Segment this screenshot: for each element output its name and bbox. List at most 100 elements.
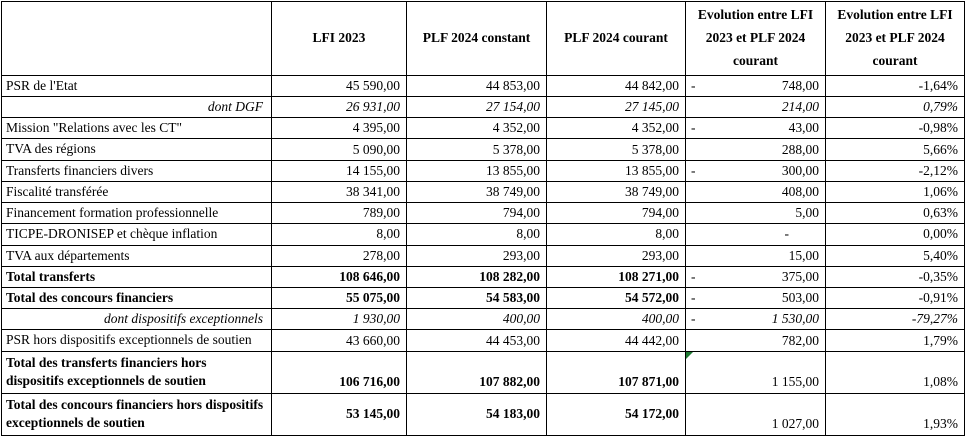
evolution-value-cell: 15,00: [685, 244, 826, 267]
row-label: Transferts financiers divers: [1, 159, 272, 182]
evolution-pct-cell: 0,79%: [825, 96, 965, 119]
evolution-value-cell: -: [685, 223, 826, 246]
evolution-value: 15,00: [788, 247, 819, 263]
plf-2024-courant-cell: 400,00: [546, 308, 686, 331]
plf-2024-constant-cell: 107 882,00: [406, 350, 547, 394]
evolution-value-cell: - 300,00: [685, 159, 826, 182]
plf-2024-constant-cell: 293,00: [406, 244, 547, 267]
lfi-2023-cell: 14 155,00: [271, 159, 407, 182]
evolution-value: 375,00: [781, 268, 819, 284]
table-row: Total des concours financiers 55 075,00 54…: [1, 286, 965, 310]
lfi-2023-cell: 45 590,00: [271, 74, 407, 98]
table-header: LFI 2023 PLF 2024 constant PLF 2024 cour…: [1, 1, 965, 76]
row-label: Financement formation professionnelle: [1, 202, 272, 225]
row-label: dont dispositifs exceptionnels: [1, 308, 272, 331]
evolution-pct-cell: 1,93%: [825, 392, 965, 436]
plf-2024-constant-cell: 400,00: [406, 308, 547, 331]
row-label: PSR hors dispositifs exceptionnels de so…: [1, 329, 272, 352]
evolution-pct-cell: -0,91%: [825, 286, 965, 310]
evolution-value: 1 027,00: [771, 415, 819, 431]
plf-2024-courant-cell: 107 871,00: [546, 350, 686, 394]
evolution-value-cell: 5,00: [685, 202, 826, 225]
evolution-value: 300,00: [781, 162, 819, 178]
evolution-pct-cell: 0,00%: [825, 223, 965, 246]
evolution-value: 748,00: [781, 77, 819, 93]
evolution-value-cell: 288,00: [685, 138, 826, 161]
evolution-pct-cell: -0,35%: [825, 265, 965, 289]
negative-sign: -: [691, 120, 696, 136]
lfi-2023-cell: 38 341,00: [271, 180, 407, 204]
row-label: TICPE-DRONISEP et chèque inflation: [1, 223, 272, 246]
plf-2024-courant-cell: 44 442,00: [546, 329, 686, 352]
col-header-evolution-pct: Evolution entre LFI 2023 et PLF 2024 cou…: [825, 1, 965, 76]
table-row: Total transferts 108 646,00 108 282,00 108 …: [1, 265, 965, 289]
row-label: Total des transferts financiers hors dis…: [1, 350, 272, 394]
plf-2024-constant-cell: 44 853,00: [406, 74, 547, 98]
plf-2024-courant-cell: 13 855,00: [546, 159, 686, 182]
plf-2024-courant-cell: 27 145,00: [546, 96, 686, 119]
row-label: Total des concours financiers hors dispo…: [1, 392, 272, 436]
row-label: PSR de l'Etat: [1, 74, 272, 98]
table-row: Transferts financiers divers 14 155,00 13 …: [1, 159, 965, 182]
lfi-2023-cell: 106 716,00: [271, 350, 407, 394]
plf-2024-courant-cell: 293,00: [546, 244, 686, 267]
evolution-value-cell: 1 027,00: [685, 392, 826, 436]
table-row: Fiscalité transférée 38 341,00 38 749,00 38…: [1, 180, 965, 204]
evolution-value: 782,00: [781, 332, 819, 348]
evolution-pct-cell: -1,64%: [825, 74, 965, 98]
plf-2024-courant-cell: 54 572,00: [546, 286, 686, 310]
col-header-rowlabels: [1, 1, 272, 76]
table-row: Total des concours financiers hors dispo…: [1, 392, 965, 436]
plf-2024-constant-cell: 13 855,00: [406, 159, 547, 182]
plf-2024-constant-cell: 44 453,00: [406, 329, 547, 352]
lfi-2023-cell: 5 090,00: [271, 138, 407, 161]
evolution-value-cell: 782,00: [685, 329, 826, 352]
table-row: Mission "Relations avec les CT" 4 395,00 4…: [1, 117, 965, 140]
evolution-value: -: [784, 226, 790, 242]
plf-2024-constant-cell: 54 183,00: [406, 392, 547, 436]
evolution-pct-cell: 1,79%: [825, 329, 965, 352]
col-header-plf-2024-courant: PLF 2024 courant: [546, 1, 686, 76]
evolution-value-cell: 214,00: [685, 96, 826, 119]
col-header-evolution-value: Evolution entre LFI 2023 et PLF 2024 cou…: [685, 1, 826, 76]
lfi-2023-cell: 789,00: [271, 202, 407, 225]
evolution-pct-cell: -0,98%: [825, 117, 965, 140]
lfi-2023-cell: 1 930,00: [271, 308, 407, 331]
lfi-2023-cell: 278,00: [271, 244, 407, 267]
evolution-value-cell: - 503,00: [685, 286, 826, 310]
col-header-plf-2024-constant: PLF 2024 constant: [406, 1, 547, 76]
table-row: Financement formation professionnelle 789…: [1, 202, 965, 225]
table-body: PSR de l'Etat 45 590,00 44 853,00 44 842,00…: [1, 74, 965, 436]
table-row: TICPE-DRONISEP et chèque inflation 8,00 8,…: [1, 223, 965, 246]
plf-2024-courant-cell: 44 842,00: [546, 74, 686, 98]
evolution-value-cell: 408,00: [685, 180, 826, 204]
plf-2024-courant-cell: 5 378,00: [546, 138, 686, 161]
table-row: Total des transferts financiers hors dis…: [1, 350, 965, 394]
col-header-lfi-2023: LFI 2023: [271, 1, 407, 76]
table-row: PSR de l'Etat 45 590,00 44 853,00 44 842,00…: [1, 74, 965, 98]
header-row: LFI 2023 PLF 2024 constant PLF 2024 cour…: [1, 1, 965, 76]
evolution-value-cell: - 43,00: [685, 117, 826, 140]
evolution-value: 214,00: [781, 99, 819, 115]
plf-2024-constant-cell: 4 352,00: [406, 117, 547, 140]
evolution-value: 1 155,00: [771, 373, 819, 389]
lfi-2023-cell: 26 931,00: [271, 96, 407, 119]
row-label: dont DGF: [1, 96, 272, 119]
row-label: Total des concours financiers: [1, 286, 272, 310]
evolution-pct-cell: -2,12%: [825, 159, 965, 182]
evolution-value: 408,00: [781, 184, 819, 200]
evolution-pct-cell: 5,40%: [825, 244, 965, 267]
negative-sign: -: [691, 268, 696, 284]
plf-2024-courant-cell: 108 271,00: [546, 265, 686, 289]
plf-2024-constant-cell: 5 378,00: [406, 138, 547, 161]
plf-2024-constant-cell: 27 154,00: [406, 96, 547, 119]
row-label: Mission "Relations avec les CT": [1, 117, 272, 140]
evolution-value: 503,00: [781, 290, 819, 306]
row-label: Total transferts: [1, 265, 272, 289]
evolution-value: 5,00: [795, 205, 819, 221]
plf-2024-courant-cell: 4 352,00: [546, 117, 686, 140]
lfi-2023-cell: 108 646,00: [271, 265, 407, 289]
evolution-value: 288,00: [781, 141, 819, 157]
